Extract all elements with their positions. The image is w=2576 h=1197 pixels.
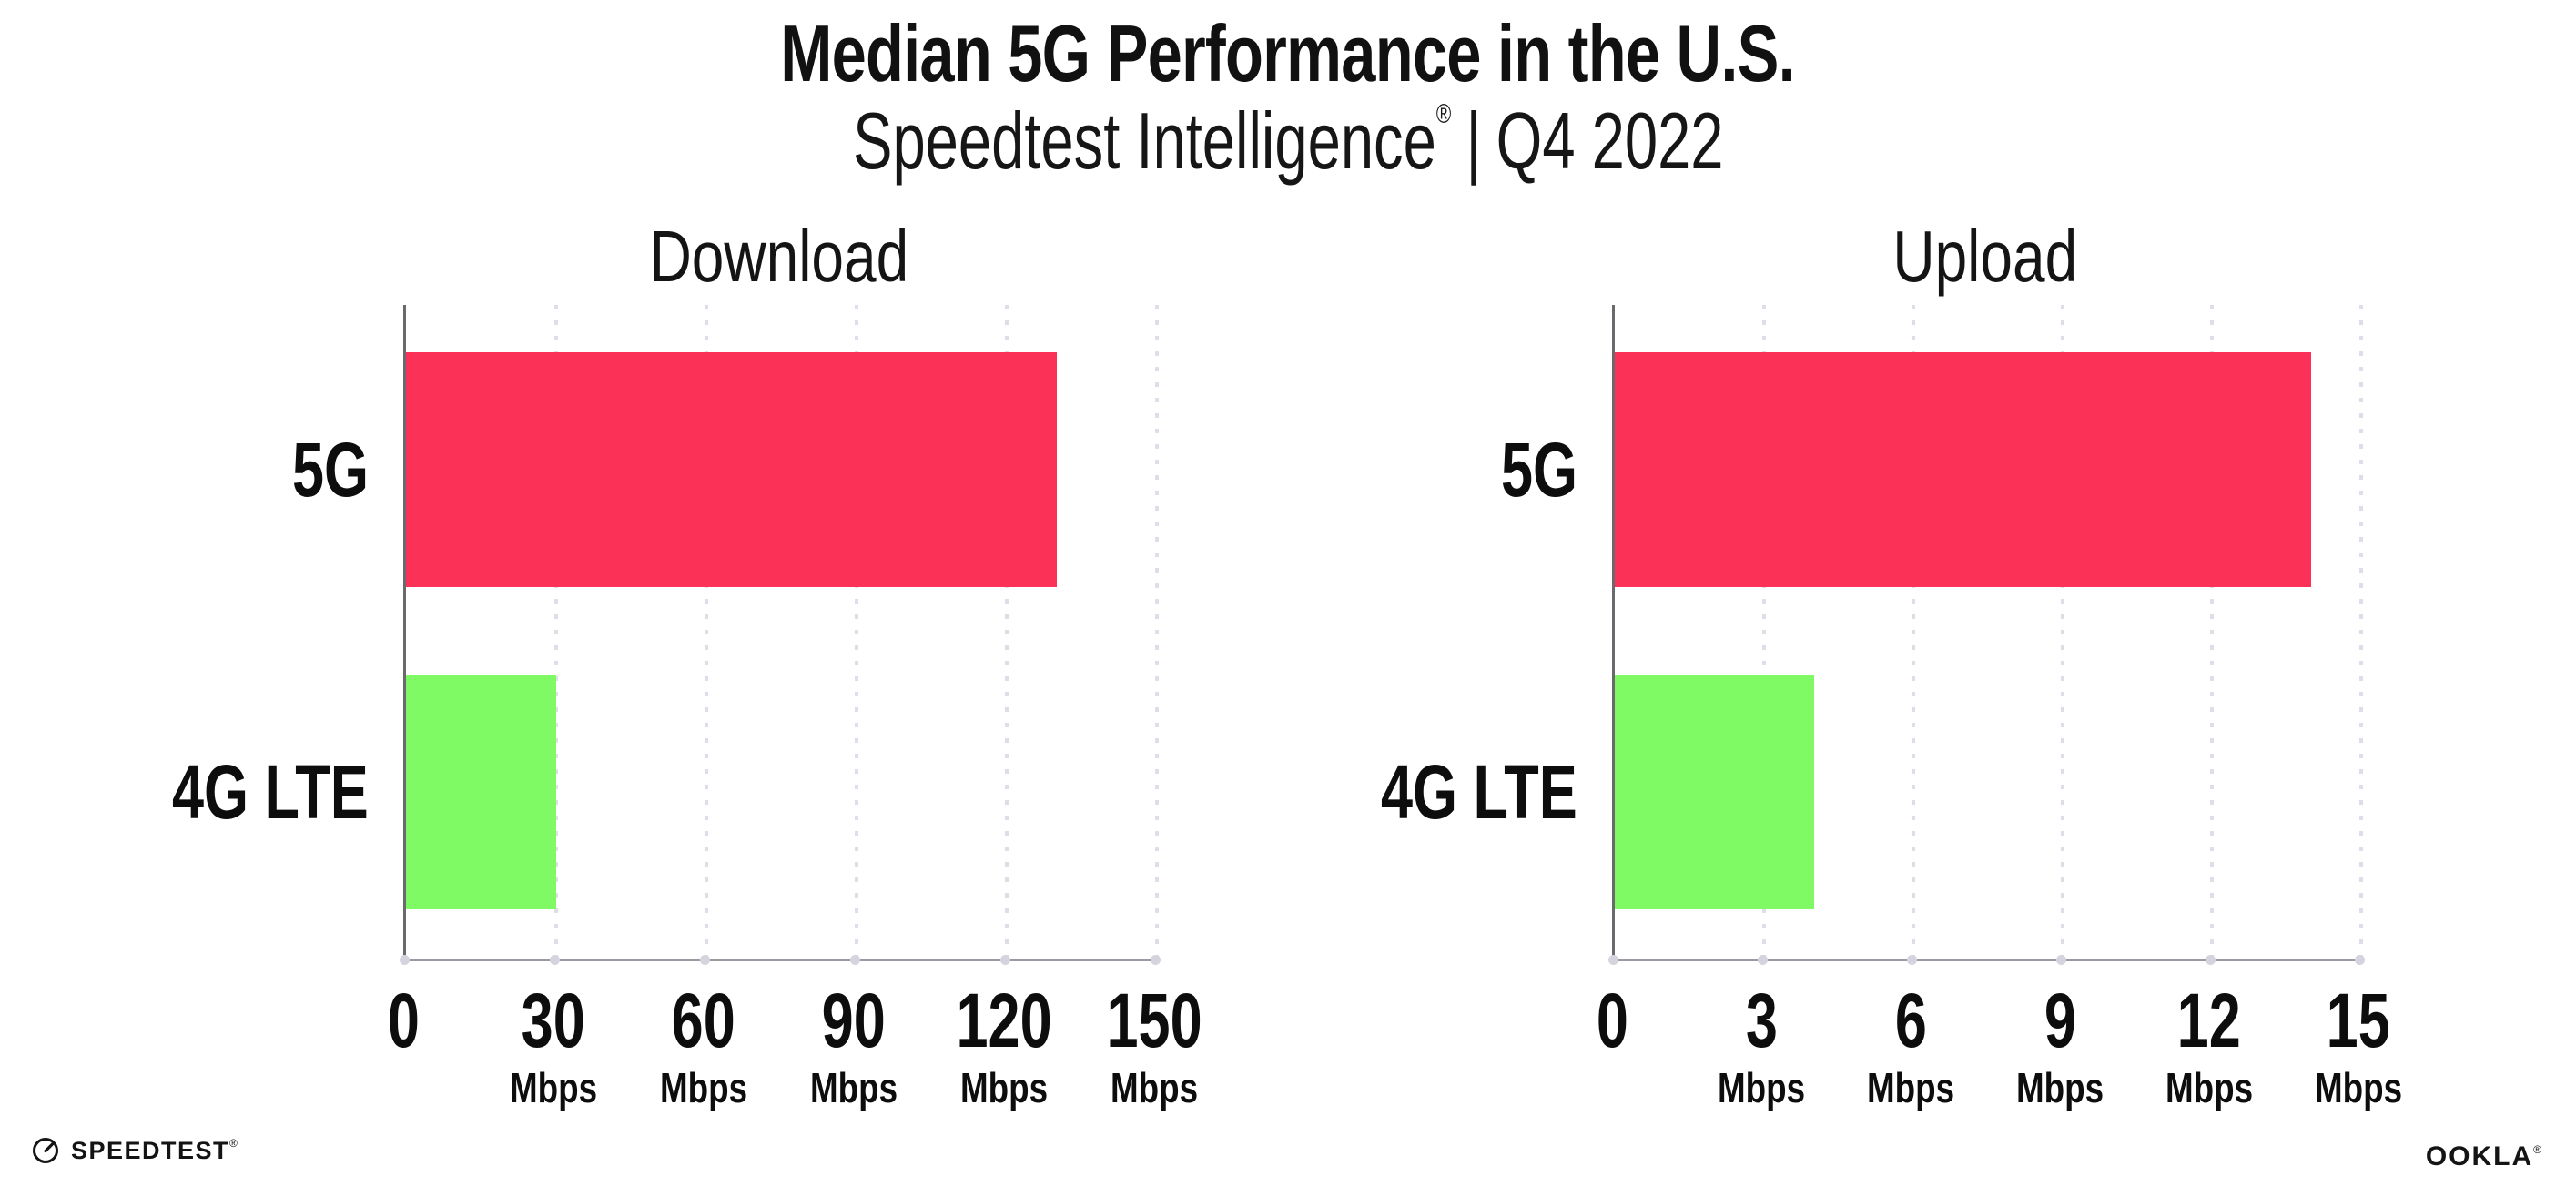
x-tick-unit: Mbps <box>2165 1064 2254 1111</box>
x-tick-0: 0 <box>1466 981 1758 1060</box>
x-tick-value: 15 <box>2326 978 2391 1063</box>
x-tick-30: 30 Mbps <box>408 981 699 1111</box>
x-tick-value: 9 <box>2044 978 2076 1063</box>
axis-tick-dot <box>1151 955 1161 965</box>
axis-tick-dot <box>1907 955 1917 965</box>
category-label-5g: 5G <box>291 426 369 512</box>
bar-4g-lte-download <box>406 675 556 909</box>
x-tick-60: 60 Mbps <box>558 981 849 1111</box>
x-tick-unit: Mbps <box>809 1064 898 1111</box>
axis-tick-dot <box>2355 955 2365 965</box>
gridline-150 <box>1155 305 1159 959</box>
gridline-120 <box>1005 305 1009 959</box>
category-label-4g-lte: 4G LTE <box>172 748 369 835</box>
x-tick-15: 15 Mbps <box>2213 981 2504 1111</box>
speedtest-trademark-symbol: ® <box>229 1136 239 1150</box>
ookla-logo: OOKLA® <box>2426 1141 2543 1172</box>
download-chart-title: Download <box>649 216 908 297</box>
download-chart: Download 0 30 Mbps 60 Mbps 90 Mbps 120 Mbps 150 Mb… <box>172 209 1202 1138</box>
axis-tick-dot <box>1758 955 1768 965</box>
axis-tick-dot <box>1000 955 1010 965</box>
upload-chart-title: Upload <box>1892 216 2078 297</box>
x-tick-unit: Mbps <box>959 1064 1049 1111</box>
gridline-15 <box>2359 305 2363 959</box>
x-tick-value: 30 <box>521 978 586 1063</box>
gridline-9 <box>2061 305 2064 959</box>
x-tick-value: 0 <box>1596 978 1628 1063</box>
x-tick-9: 9 Mbps <box>1914 981 2206 1111</box>
ookla-logo-text: OOKLA <box>2425 1141 2534 1172</box>
x-tick-unit: Mbps <box>1717 1064 1806 1111</box>
gridline-12 <box>2210 305 2214 959</box>
x-tick-6: 6 Mbps <box>1765 981 2056 1111</box>
axis-tick-dot <box>850 955 860 965</box>
subtitle-period: Q4 2022 <box>1496 96 1724 186</box>
x-tick-value: 120 <box>956 978 1052 1063</box>
speedtest-logo: SPEEDTEST® <box>31 1136 238 1165</box>
axis-tick-dot <box>2056 955 2066 965</box>
axis-tick-dot <box>2206 955 2216 965</box>
x-tick-value: 0 <box>387 978 420 1063</box>
page-title-text: Median 5G Performance in the U.S. <box>780 8 1797 98</box>
ookla-trademark-symbol: ® <box>2533 1143 2543 1156</box>
page-subtitle: Speedtest Intelligence® | Q4 2022 <box>0 95 2576 188</box>
registered-trademark-symbol: ® <box>1435 99 1451 129</box>
x-tick-120: 120 Mbps <box>858 981 1150 1111</box>
axis-tick-dot <box>400 955 410 965</box>
x-tick-unit: Mbps <box>1866 1064 1955 1111</box>
speedtest-logo-text: SPEEDTEST <box>71 1136 230 1164</box>
x-tick-value: 150 <box>1106 978 1202 1063</box>
x-tick-12: 12 Mbps <box>2064 981 2355 1111</box>
x-tick-90: 90 Mbps <box>708 981 999 1111</box>
speedtest-gauge-icon <box>33 1138 58 1163</box>
bar-4g-lte-upload <box>1615 675 1814 909</box>
gridline-90 <box>855 305 858 959</box>
subtitle-separator: | <box>1465 96 1482 186</box>
x-tick-value: 90 <box>821 978 887 1063</box>
gridline-6 <box>1912 305 1915 959</box>
axis-tick-dot <box>550 955 560 965</box>
bar-5g-download <box>406 352 1057 587</box>
x-tick-value: 60 <box>671 978 736 1063</box>
download-plot-area <box>400 305 1161 965</box>
gridline-60 <box>705 305 708 959</box>
upload-chart: Upload 0 3 Mbps 6 Mbps 9 Mbps 12 Mbps 15 Mbps 5G 4G … <box>1381 209 2402 1138</box>
x-tick-unit: Mbps <box>2314 1064 2403 1111</box>
x-tick-value: 12 <box>2176 978 2242 1063</box>
gridline-3 <box>1762 305 1766 959</box>
gridline-30 <box>554 305 558 959</box>
axis-tick-dot <box>1608 955 1618 965</box>
bar-5g-upload <box>1615 352 2312 587</box>
x-tick-150: 150 Mbps <box>1009 981 1300 1111</box>
x-tick-0: 0 <box>258 981 549 1060</box>
x-tick-value: 6 <box>1894 978 1927 1063</box>
x-tick-unit: Mbps <box>1110 1064 1199 1111</box>
subtitle-brand: Speedtest Intelligence <box>852 96 1436 186</box>
x-tick-unit: Mbps <box>659 1064 748 1111</box>
x-tick-unit: Mbps <box>509 1064 598 1111</box>
category-label-4g-lte: 4G LTE <box>1381 748 1577 835</box>
x-tick-3: 3 Mbps <box>1616 981 1907 1111</box>
x-tick-value: 3 <box>1745 978 1778 1063</box>
axis-tick-dot <box>700 955 710 965</box>
category-label-5g: 5G <box>1500 426 1577 512</box>
page-title: Median 5G Performance in the U.S. <box>0 7 2576 100</box>
x-tick-unit: Mbps <box>2015 1064 2104 1111</box>
upload-plot-area <box>1608 305 2365 965</box>
